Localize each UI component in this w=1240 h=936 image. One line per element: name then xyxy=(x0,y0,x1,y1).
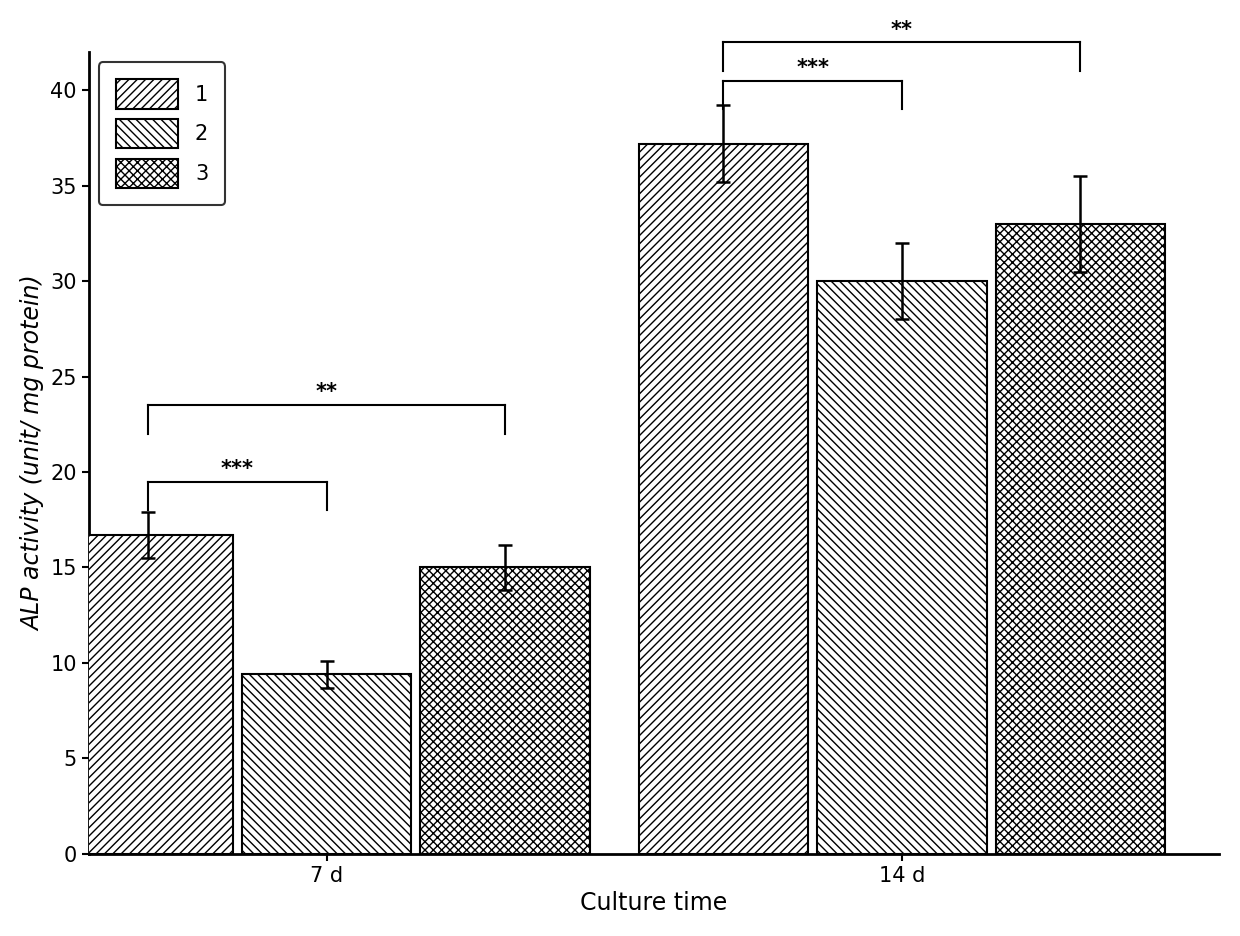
Bar xyxy=(817,281,987,854)
Bar xyxy=(996,224,1166,854)
Legend: 1, 2, 3: 1, 2, 3 xyxy=(99,63,224,205)
Bar xyxy=(420,567,590,854)
Y-axis label: ALP activity (unit/ mg protein): ALP activity (unit/ mg protein) xyxy=(21,275,45,631)
Text: **: ** xyxy=(316,382,337,402)
Text: ***: *** xyxy=(221,459,254,478)
Bar xyxy=(63,535,233,854)
X-axis label: Culture time: Culture time xyxy=(580,891,728,915)
Bar xyxy=(639,143,808,854)
Text: **: ** xyxy=(890,20,913,39)
Bar xyxy=(242,674,412,854)
Text: ***: *** xyxy=(796,58,830,78)
